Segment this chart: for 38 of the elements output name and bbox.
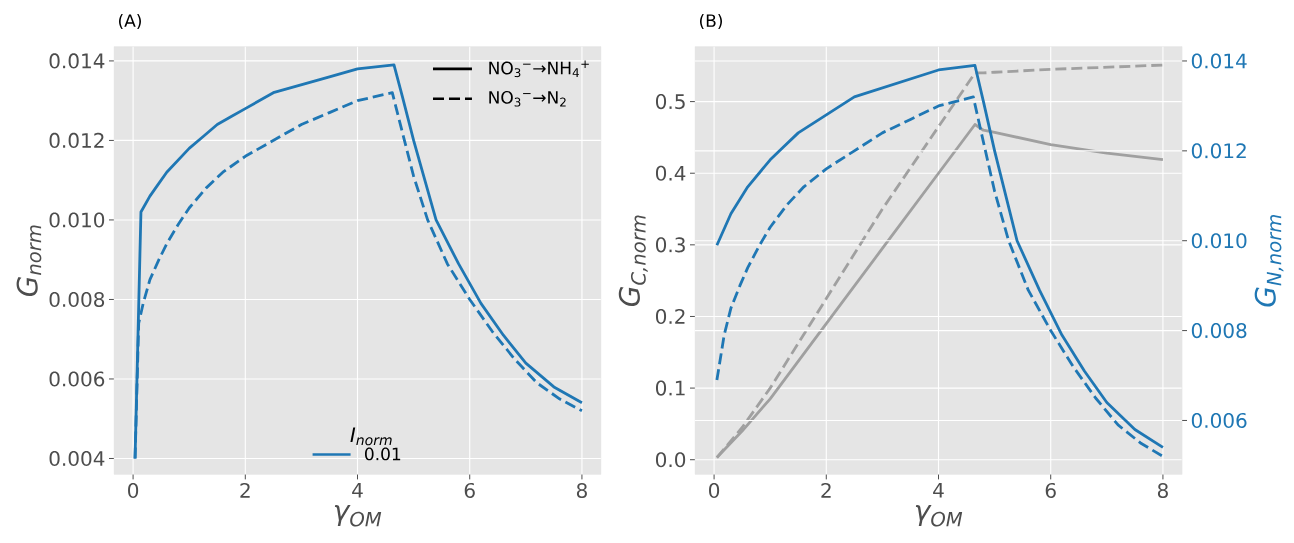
y2-tick-label: 0.012 xyxy=(1191,143,1246,159)
y-tick-label: 0.2 xyxy=(655,308,685,325)
y2-tick-label: 0.006 xyxy=(1191,412,1247,429)
x-axis-title: γ$_{OM}$ xyxy=(915,504,963,527)
y2-tick-label: 0.008 xyxy=(1191,323,1247,339)
y-axis-title: G$_{norm}$ xyxy=(16,225,42,297)
y-tick-label: 0.3 xyxy=(655,237,685,253)
x-tick-label: 6 xyxy=(464,482,475,499)
legend-title: I$_{norm}$ xyxy=(350,427,392,446)
x-tick-label: 4 xyxy=(352,482,363,498)
y-axis-title: G$_{C,norm}$ xyxy=(618,215,648,307)
y-tick-label: 0.006 xyxy=(49,371,105,387)
x-tick-label: 2 xyxy=(821,482,831,498)
x-tick-label: 0 xyxy=(709,482,720,499)
y-tick-label: 0.012 xyxy=(49,132,104,148)
y2-tick-label: 0.014 xyxy=(1191,53,1247,69)
y-tick-label: 0.4 xyxy=(655,165,686,181)
y-tick-label: 0.014 xyxy=(49,53,105,69)
x-tick-label: 0 xyxy=(128,482,139,499)
x-tick-label: 8 xyxy=(576,482,587,499)
chart-title: (A) xyxy=(119,13,141,30)
chart-title: (B) xyxy=(700,13,722,30)
y-tick-label: 0.1 xyxy=(655,380,685,396)
y-tick-label: 0.5 xyxy=(655,94,685,110)
y2-axis-title: G$_{N,norm}$ xyxy=(1254,214,1284,307)
y2-tick-label: 0.010 xyxy=(1191,233,1247,249)
y-tick-label: 0.0 xyxy=(655,452,686,468)
y-tick-label: 0.010 xyxy=(49,212,105,228)
x-axis-title: γ$_{OM}$ xyxy=(334,504,382,527)
annotation: NO$_{3}$$^{−}$→N$_{2}$ xyxy=(489,90,566,107)
annotation: NO$_{3}$$^{−}$→NH$_{4}$+ xyxy=(489,60,589,78)
y-tick-label: 0.004 xyxy=(49,450,105,467)
x-tick-label: 6 xyxy=(1045,482,1056,499)
x-tick-label: 4 xyxy=(933,482,944,498)
y-tick-label: 0.008 xyxy=(49,291,105,308)
legend-label: 0.01 xyxy=(365,447,401,461)
x-tick-label: 2 xyxy=(240,482,250,498)
x-tick-label: 8 xyxy=(1157,482,1168,499)
